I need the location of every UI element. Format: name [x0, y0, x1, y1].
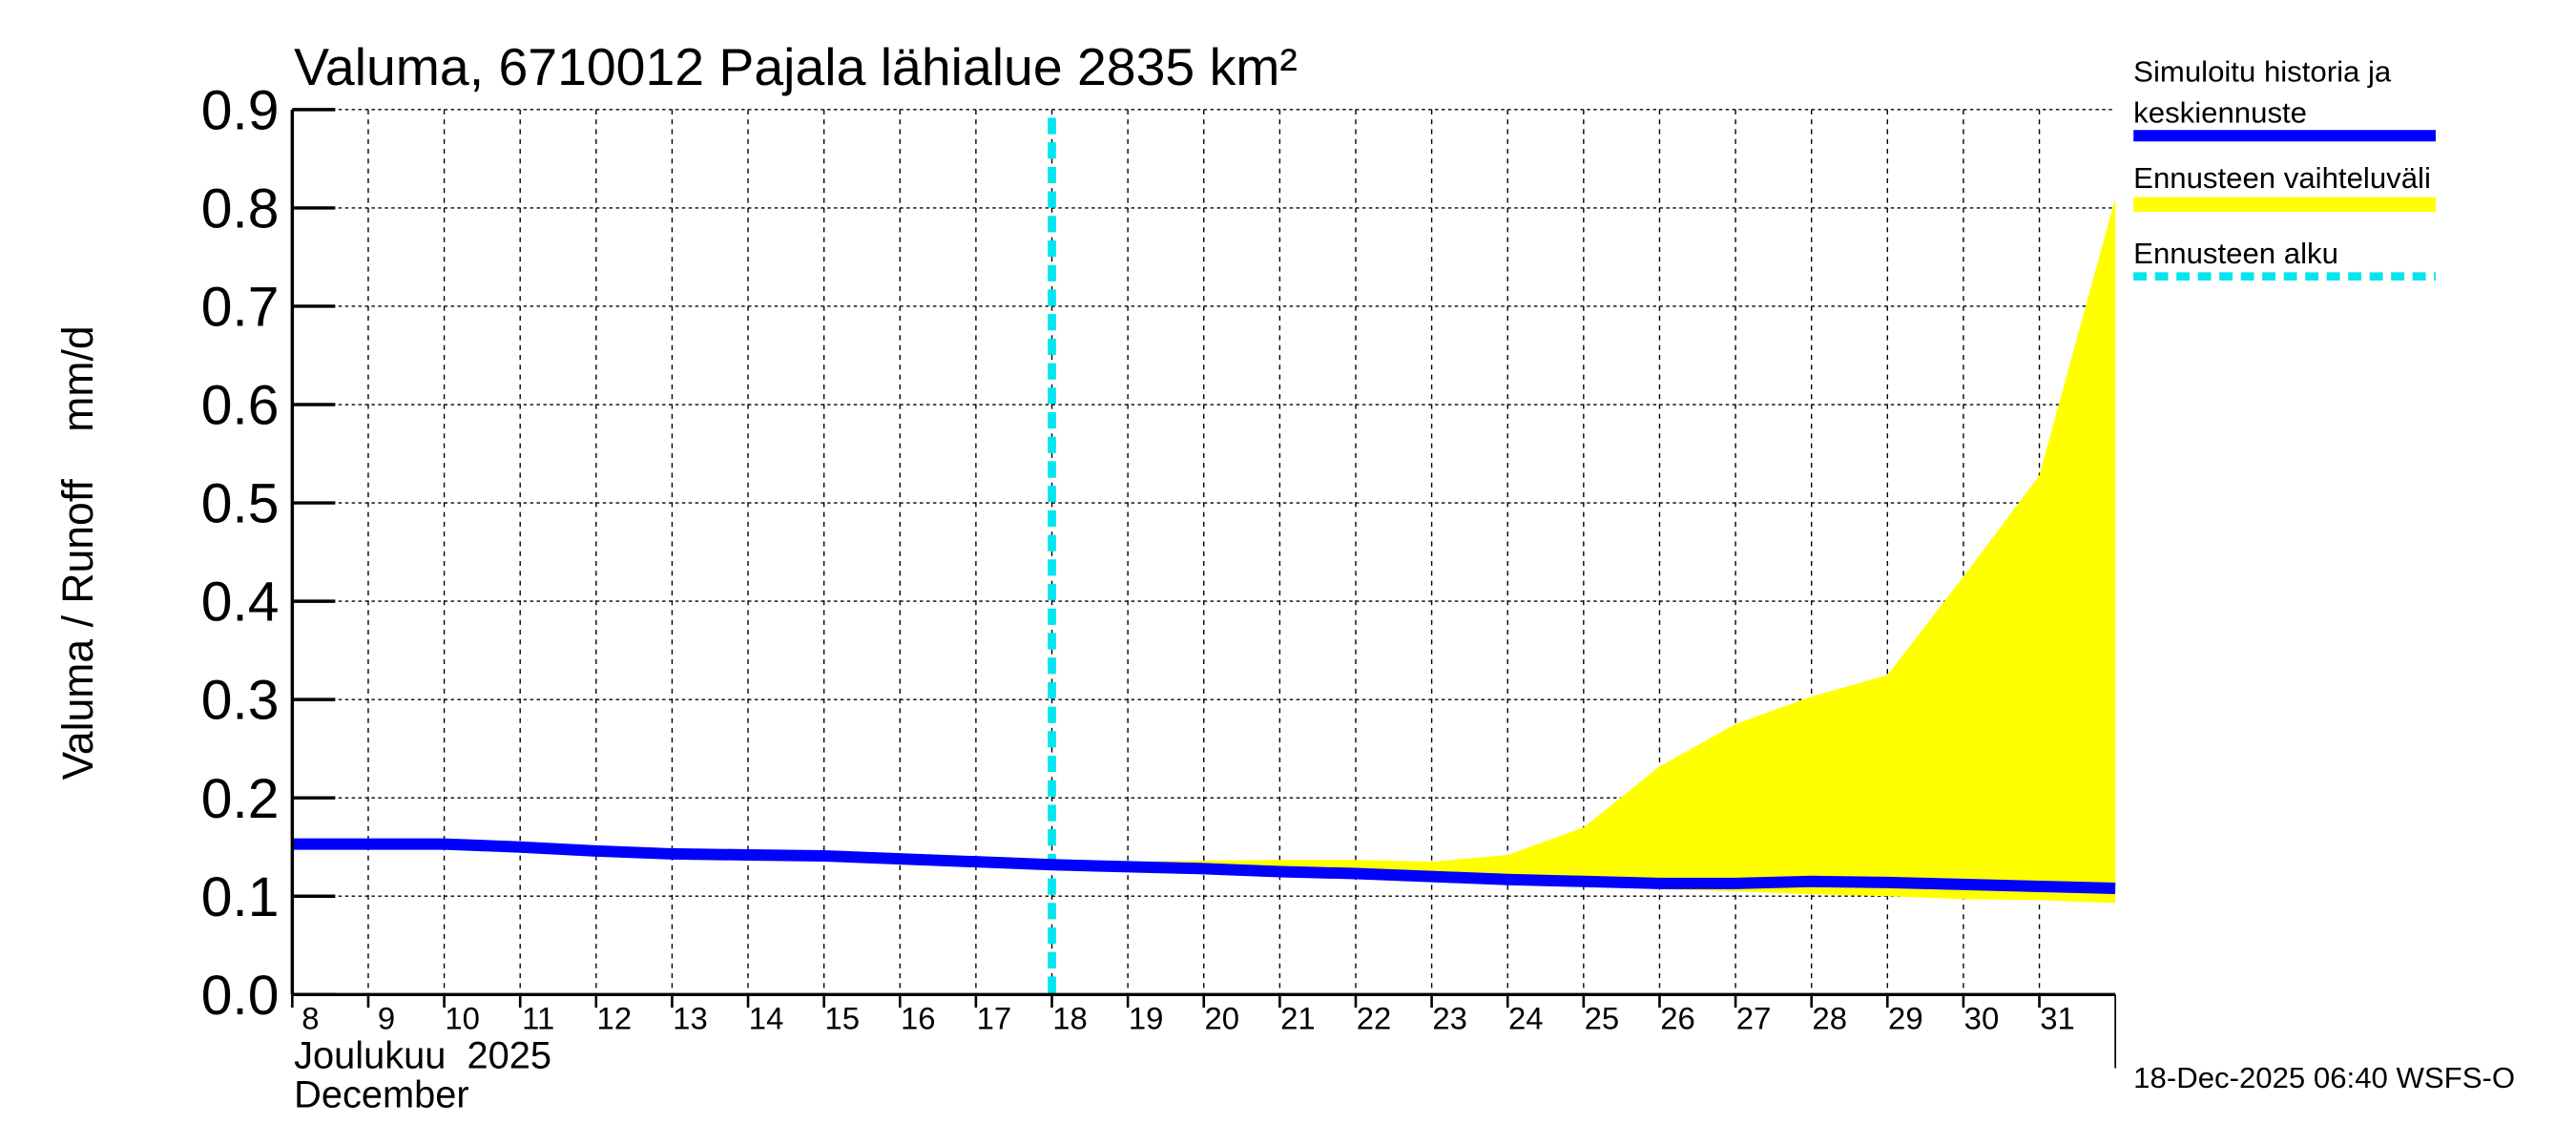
legend-label-forecast-start: Ennusteen alku [2133, 237, 2338, 270]
footer-timestamp: 18-Dec-2025 06:40 WSFS-O [2133, 1061, 2515, 1094]
x-axis-label-en: December [294, 1074, 469, 1116]
y-tick-label: 0.0 [201, 965, 280, 1027]
x-tick-label: 18 [1052, 1000, 1088, 1035]
chart-title: Valuma, 6710012 Pajala lähialue 2835 km² [294, 37, 1298, 96]
legend-label-range: Ennusteen vaihteluväli [2133, 161, 2431, 195]
x-tick-label: 17 [977, 1000, 1012, 1035]
y-tick-label: 0.5 [201, 473, 280, 535]
x-tick-label: 23 [1432, 1000, 1467, 1035]
x-tick-label: 21 [1280, 1000, 1316, 1035]
y-tick-label: 0.9 [201, 80, 280, 142]
legend-label-simulated: Simuloitu historia ja [2133, 55, 2392, 89]
simulated-runoff-line [292, 838, 2116, 895]
y-tick-label: 0.7 [201, 277, 280, 339]
x-tick-label: 8 [301, 1000, 319, 1035]
x-tick-label: 20 [1205, 1000, 1240, 1035]
y-tick-label: 0.4 [201, 572, 280, 634]
forecast-range-band [1051, 198, 2116, 904]
x-axis-label-fi: Joulukuu 2025 [294, 1035, 551, 1077]
x-tick-label: 11 [522, 1000, 554, 1035]
y-tick-label: 0.2 [201, 768, 280, 830]
x-tick-label: 13 [673, 1000, 708, 1035]
legend: Simuloitu historia ja keskiennuste Ennus… [2133, 55, 2436, 281]
x-tick-label: 9 [378, 1000, 395, 1035]
x-tick-label: 30 [1964, 1000, 2000, 1035]
y-tick-label: 0.6 [201, 375, 280, 437]
x-tick-label: 22 [1357, 1000, 1392, 1035]
x-tick-label: 27 [1736, 1000, 1772, 1035]
x-tick-label: 28 [1812, 1000, 1847, 1035]
x-tick-label: 14 [749, 1000, 784, 1035]
y-tick-label: 0.8 [201, 178, 280, 240]
x-tick-label: 29 [1888, 1000, 1923, 1035]
x-tick-label: 15 [824, 1000, 860, 1035]
x-tick-label: 19 [1129, 1000, 1164, 1035]
x-tick-label: 26 [1660, 1000, 1695, 1035]
y-tick-label: 0.3 [201, 670, 280, 732]
x-tick-label: 25 [1585, 1000, 1620, 1035]
x-tick-label: 10 [445, 1000, 480, 1035]
series-lines [292, 117, 2116, 995]
y-axis-label: Valuma / Runoff mm/d [54, 325, 102, 780]
x-tick-label: 16 [901, 1000, 936, 1035]
legend-label-simulated-2: keskiennuste [2133, 96, 2307, 130]
x-tick-label: 12 [597, 1000, 633, 1035]
forecast-range-area [1051, 198, 2116, 904]
y-tick-label: 0.1 [201, 866, 280, 928]
x-tick-label: 24 [1508, 1000, 1544, 1035]
axes: 0.0 0.1 0.2 0.3 0.4 0.5 0.6 0.7 0.8 0.9 8 9 10 11 12 13… [201, 80, 2117, 1069]
x-tick-label: 31 [2040, 1000, 2075, 1035]
